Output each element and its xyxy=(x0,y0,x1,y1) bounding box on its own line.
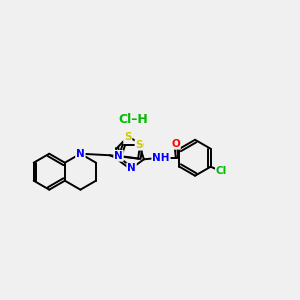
Text: S: S xyxy=(135,140,143,150)
Text: S: S xyxy=(124,132,131,142)
Text: NH: NH xyxy=(152,153,170,163)
Text: O: O xyxy=(171,139,180,149)
Text: Cl: Cl xyxy=(216,167,227,176)
Text: N: N xyxy=(76,149,85,159)
Text: N: N xyxy=(127,163,136,173)
Text: Cl–H: Cl–H xyxy=(118,112,148,125)
Text: N: N xyxy=(114,151,123,161)
